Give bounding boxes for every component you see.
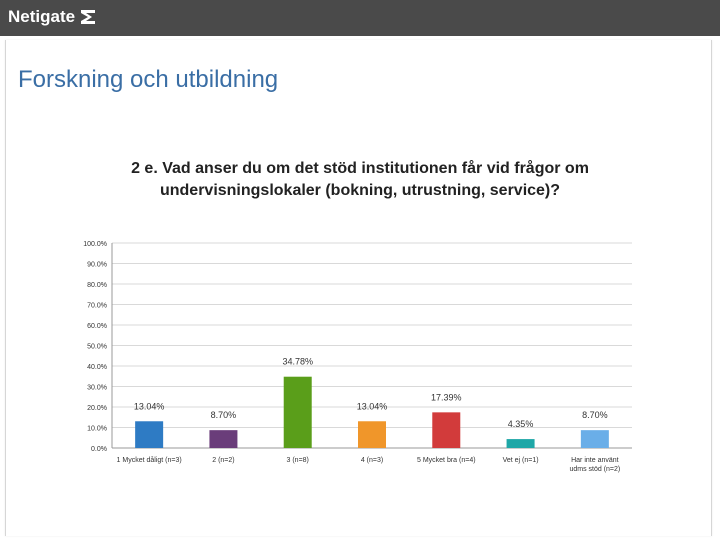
y-tick-label: 80.0% — [87, 282, 107, 289]
x-tick-label: Vet ej (n=1) — [503, 457, 539, 464]
y-tick-label: 60.0% — [87, 323, 107, 330]
x-tick-label: Har inte använt — [571, 457, 619, 464]
y-tick-label: 50.0% — [87, 344, 107, 351]
data-label: 34.78% — [282, 357, 313, 367]
data-label: 4.35% — [508, 419, 534, 429]
x-tick-label: 2 (n=2) — [212, 457, 234, 464]
data-label: 13.04% — [357, 401, 388, 411]
chart-gridlines — [112, 242, 632, 449]
bar — [580, 430, 609, 448]
content-panel — [5, 40, 712, 536]
x-tick-label: 4 (n=3) — [361, 457, 383, 464]
bar — [135, 421, 164, 448]
bar — [358, 421, 386, 448]
x-tick-label: udms stöd (n=2) — [569, 466, 620, 473]
x-tick-label: 3 (n=8) — [287, 457, 309, 464]
chart-bars — [135, 376, 609, 448]
data-label: 8.70% — [582, 410, 608, 420]
y-tick-label: 0.0% — [91, 446, 107, 453]
chart-title: 2 e. Vad anser du om det stöd institutio… — [131, 160, 589, 199]
data-label: 8.70% — [211, 410, 237, 420]
data-label: 17.39% — [431, 392, 462, 402]
y-tick-label: 10.0% — [87, 426, 107, 433]
chart-labels: 100.0% 90.0% 80.0% 70.0% 60.0% 50.0% 40.0% 30.0… — [83, 241, 620, 473]
brand-name: Netigate — [8, 7, 76, 26]
y-tick-label: 40.0% — [87, 364, 107, 371]
brand-logo[interactable]: Netigate — [8, 7, 96, 27]
bar — [432, 412, 461, 448]
y-tick-label: 20.0% — [87, 405, 107, 412]
data-label: 13.04% — [134, 401, 165, 411]
y-tick-label: 100.0% — [83, 241, 107, 248]
top-bar: Netigate — [0, 0, 720, 36]
x-tick-label: 1 Mycket dåligt (n=3) — [117, 456, 182, 464]
y-tick-label: 90.0% — [87, 262, 107, 269]
y-tick-label: 30.0% — [87, 385, 107, 392]
section-title: Forskning och utbildning — [18, 66, 279, 93]
bar — [506, 439, 535, 448]
y-tick-label: 70.0% — [87, 303, 107, 310]
bar — [283, 376, 312, 448]
netigate-logo-icon — [81, 10, 96, 24]
x-tick-label: 5 Mycket bra (n=4) — [417, 457, 476, 464]
bar — [209, 430, 238, 448]
